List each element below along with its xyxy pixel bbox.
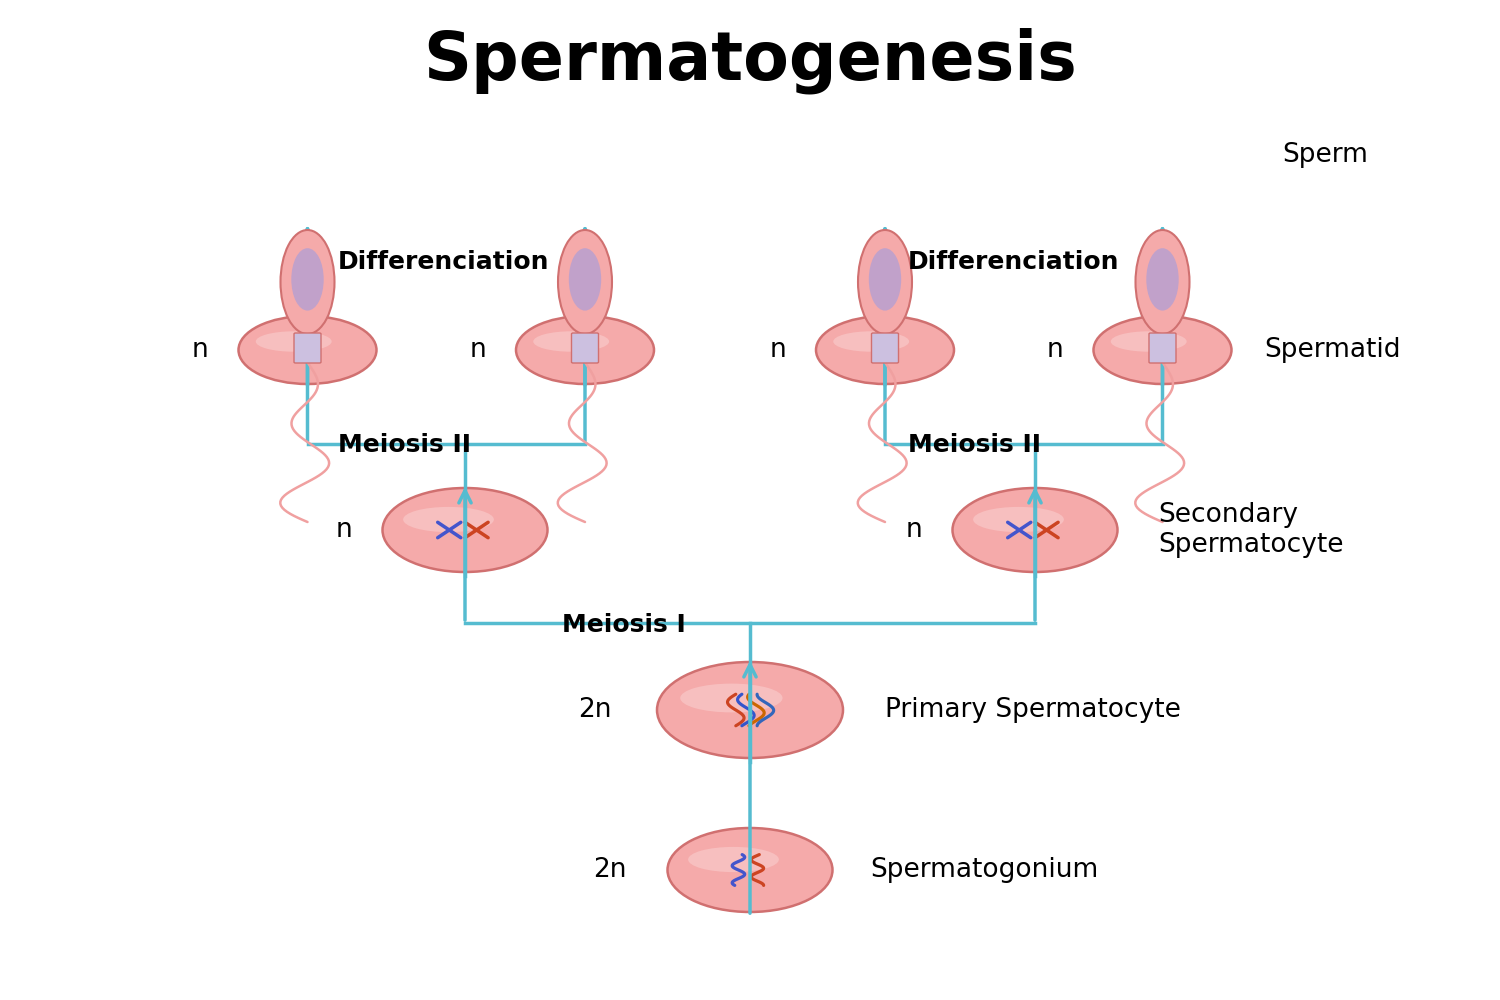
Text: n: n xyxy=(192,337,208,363)
Text: Differenciation: Differenciation xyxy=(908,250,1119,274)
Ellipse shape xyxy=(858,230,912,334)
Text: n: n xyxy=(1047,337,1064,363)
Ellipse shape xyxy=(1146,248,1179,311)
Text: Spermatogenesis: Spermatogenesis xyxy=(423,28,1077,95)
FancyBboxPatch shape xyxy=(572,333,598,363)
Ellipse shape xyxy=(816,316,954,384)
Ellipse shape xyxy=(516,316,654,384)
Ellipse shape xyxy=(680,684,783,712)
Text: 2n: 2n xyxy=(579,697,612,723)
Text: Sperm: Sperm xyxy=(1282,142,1368,168)
Ellipse shape xyxy=(668,828,832,912)
Ellipse shape xyxy=(404,507,494,532)
Ellipse shape xyxy=(1110,331,1186,352)
FancyBboxPatch shape xyxy=(871,333,898,363)
Ellipse shape xyxy=(952,488,1118,572)
FancyBboxPatch shape xyxy=(1149,333,1176,363)
Text: Meiosis I: Meiosis I xyxy=(562,613,686,637)
Ellipse shape xyxy=(291,248,324,311)
FancyBboxPatch shape xyxy=(294,333,321,363)
Ellipse shape xyxy=(280,230,334,334)
Ellipse shape xyxy=(657,662,843,758)
Text: Meiosis II: Meiosis II xyxy=(908,433,1041,457)
Text: Spermatogonium: Spermatogonium xyxy=(870,857,1098,883)
Ellipse shape xyxy=(256,331,332,352)
Ellipse shape xyxy=(833,331,909,352)
Text: Spermatid: Spermatid xyxy=(1264,337,1401,363)
Text: n: n xyxy=(470,337,486,363)
Text: Differenciation: Differenciation xyxy=(338,250,549,274)
Text: n: n xyxy=(770,337,786,363)
Ellipse shape xyxy=(974,507,1064,532)
Ellipse shape xyxy=(558,230,612,334)
Ellipse shape xyxy=(382,488,548,572)
Ellipse shape xyxy=(238,316,376,384)
Ellipse shape xyxy=(868,248,901,311)
Ellipse shape xyxy=(688,847,778,872)
Ellipse shape xyxy=(1094,316,1232,384)
Text: Secondary
Spermatocyte: Secondary Spermatocyte xyxy=(1158,502,1344,558)
Text: n: n xyxy=(336,517,352,543)
Text: n: n xyxy=(906,517,922,543)
Text: Primary Spermatocyte: Primary Spermatocyte xyxy=(885,697,1180,723)
Text: Meiosis II: Meiosis II xyxy=(338,433,471,457)
Ellipse shape xyxy=(534,331,609,352)
Ellipse shape xyxy=(1136,230,1190,334)
Ellipse shape xyxy=(568,248,602,311)
Text: 2n: 2n xyxy=(594,857,627,883)
